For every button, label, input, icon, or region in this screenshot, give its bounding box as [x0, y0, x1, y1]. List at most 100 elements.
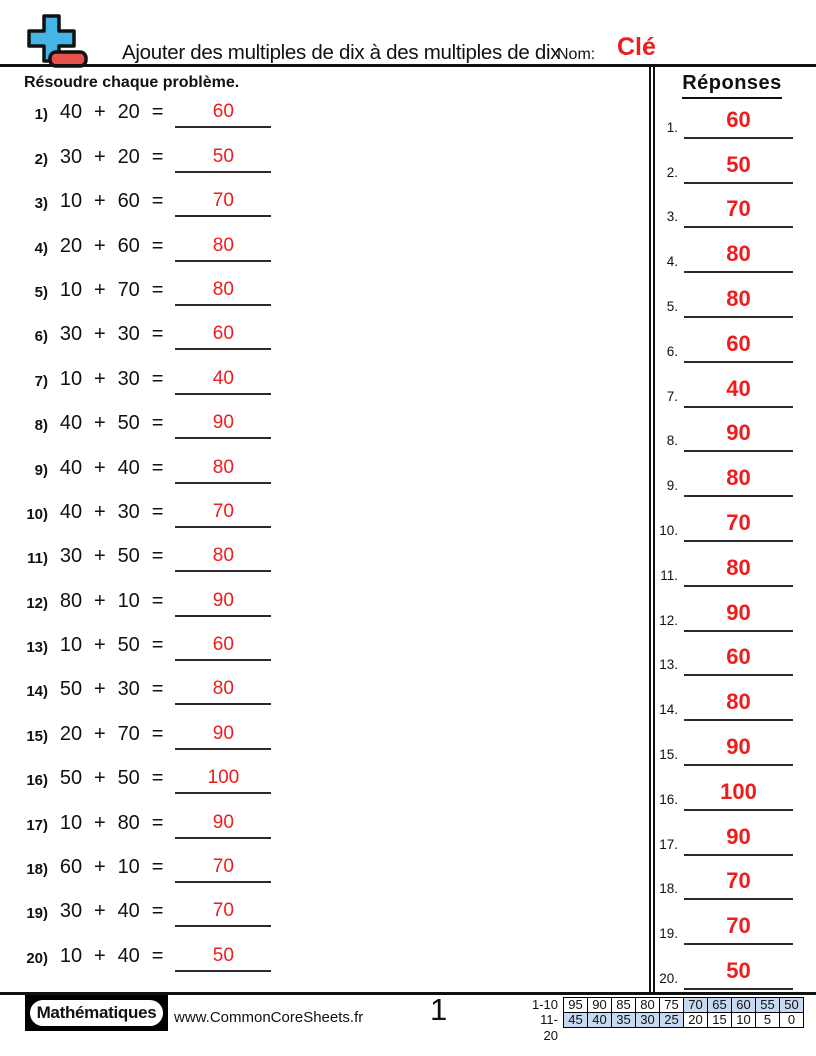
answer-number: 3. — [666, 209, 678, 225]
problem-number: 6) — [34, 328, 48, 346]
plus-sign: + — [94, 900, 106, 923]
answer-value: 60 — [726, 106, 751, 132]
answer-number: 12. — [659, 612, 678, 628]
instruction-text: Résoudre chaque problème. — [24, 74, 240, 91]
grading-score-cell: 10 — [731, 1012, 756, 1028]
answer-number: 16. — [659, 791, 678, 807]
plus-sign: + — [94, 234, 106, 257]
addend-b: 60 — [117, 234, 140, 257]
plus-sign: + — [94, 101, 106, 124]
answer-blank-line: 80 — [175, 235, 272, 262]
equals-sign: = — [151, 722, 164, 745]
problem-row: 16) 50 + 50 = 100 — [0, 750, 640, 795]
addend-a: 20 — [59, 722, 83, 745]
answer-row: 16. 100 — [646, 766, 812, 811]
plus-sign: + — [94, 323, 106, 346]
answer-number: 10. — [659, 522, 678, 538]
equals-sign: = — [151, 456, 164, 479]
addend-b: 50 — [117, 412, 140, 435]
addend-b: 80 — [117, 811, 140, 834]
answer-blank-line: 60 — [684, 107, 793, 139]
equals-sign: = — [151, 634, 164, 657]
addend-a: 30 — [59, 323, 83, 346]
answer-number: 19. — [659, 926, 678, 942]
addend-a: 10 — [59, 367, 83, 390]
addend-b: 40 — [117, 944, 140, 967]
equals-sign: = — [151, 545, 164, 568]
answer-value: 50 — [726, 957, 751, 983]
answer-row: 12. 90 — [646, 587, 812, 632]
problem-number: 10) — [26, 505, 48, 523]
problem-row: 4) 20 + 60 = 80 — [0, 217, 640, 262]
problem-number: 11) — [27, 550, 48, 568]
grading-score-cell: 95 — [563, 997, 588, 1013]
equals-sign: = — [151, 145, 164, 168]
addend-b: 30 — [117, 678, 140, 701]
equals-sign: = — [151, 589, 164, 612]
equals-sign: = — [151, 367, 164, 390]
grading-score-cell: 65 — [707, 997, 732, 1013]
problem-row: 13) 10 + 50 = 60 — [0, 617, 640, 662]
problem-answer: 50 — [212, 944, 234, 966]
plus-sign: + — [94, 767, 106, 790]
grading-score-cell: 30 — [635, 1012, 660, 1028]
answer-value: 90 — [726, 733, 751, 759]
addend-b: 60 — [117, 190, 140, 213]
answer-number: 11. — [660, 567, 678, 583]
answer-blank-line: 60 — [175, 323, 272, 351]
plus-sign: + — [94, 678, 106, 701]
problem-number: 16) — [26, 772, 48, 790]
problem-row: 19) 30 + 40 = 70 — [0, 883, 640, 928]
answer-value: 60 — [726, 330, 751, 356]
answer-value: 100 — [720, 778, 757, 804]
answer-number: 17. — [659, 836, 678, 852]
problem-row: 8) 40 + 50 = 90 — [0, 395, 640, 440]
problem-row: 14) 50 + 30 = 80 — [0, 661, 640, 706]
answer-blank-line: 70 — [684, 510, 793, 542]
answer-blank-line: 40 — [684, 376, 793, 408]
answers-list: 1. 60 2. 50 3. 70 4. 80 5. 80 6. 60 7. 4… — [646, 94, 812, 990]
addend-a: 10 — [59, 634, 83, 657]
answer-blank-line: 80 — [684, 286, 793, 318]
problem-answer: 80 — [212, 278, 234, 300]
answer-row: 18. 70 — [646, 856, 812, 901]
answer-blank-line: 80 — [175, 545, 272, 573]
plus-sign: + — [94, 545, 106, 568]
answer-blank-line: 90 — [684, 734, 793, 766]
problem-answer: 50 — [212, 145, 234, 167]
plus-sign: + — [94, 367, 106, 390]
problem-number: 3) — [34, 195, 48, 213]
addend-b: 10 — [117, 589, 140, 612]
answer-row: 1. 60 — [646, 94, 812, 139]
answer-blank-line: 70 — [175, 190, 272, 218]
answer-row: 2. 50 — [646, 139, 812, 184]
answer-row: 19. 70 — [646, 900, 812, 946]
answer-blank-line: 80 — [175, 678, 272, 706]
problem-row: 6) 30 + 30 = 60 — [0, 306, 640, 351]
answer-number: 2. — [666, 164, 678, 180]
grading-score-cell: 20 — [683, 1012, 708, 1028]
plus-sign: + — [94, 190, 106, 213]
problems-list: 1) 40 + 20 = 60 2) 30 + 20 = 50 3) 10 + … — [0, 84, 640, 972]
answer-row: 5. 80 — [646, 273, 812, 318]
plus-sign: + — [94, 856, 106, 879]
grading-score-cell: 70 — [683, 997, 708, 1013]
problem-answer: 60 — [212, 323, 234, 345]
equals-sign: = — [151, 190, 164, 213]
problem-answer: 90 — [212, 589, 234, 611]
grading-row-11-20: 11-20 45 40 35 30 25 20 15 10 5 0 — [527, 1012, 804, 1044]
answer-row: 7. 40 — [646, 363, 812, 408]
addend-a: 10 — [59, 811, 83, 834]
equals-sign: = — [151, 500, 164, 523]
addend-b: 20 — [117, 145, 140, 168]
problem-number: 7) — [34, 372, 48, 390]
plus-sign: + — [94, 278, 106, 301]
problem-answer: 90 — [212, 412, 234, 434]
grading-score-cell: 85 — [611, 997, 636, 1013]
problem-answer: 80 — [212, 456, 234, 478]
plus-sign: + — [94, 145, 106, 168]
answer-blank-line: 60 — [684, 644, 793, 677]
answer-row: 17. 90 — [646, 811, 812, 856]
page-number: 1 — [430, 992, 448, 1027]
